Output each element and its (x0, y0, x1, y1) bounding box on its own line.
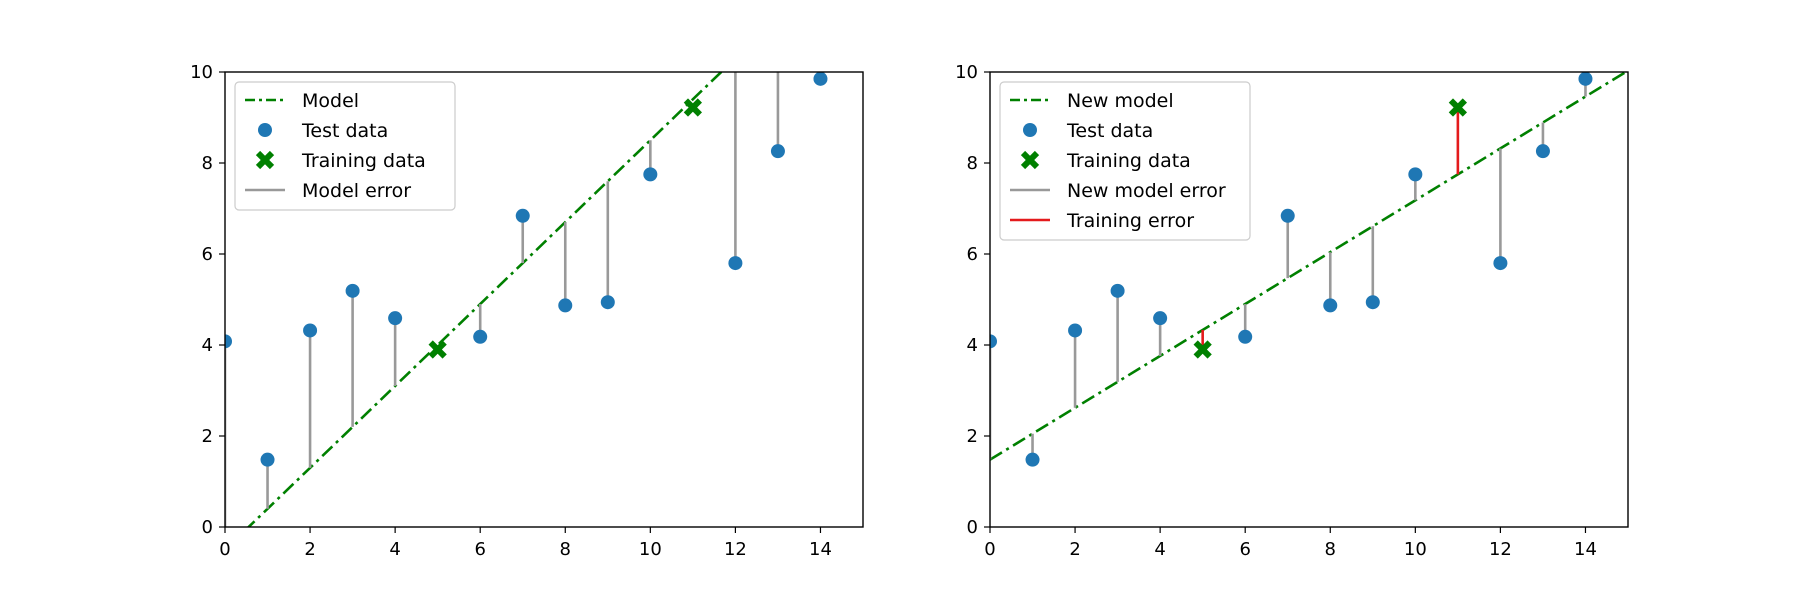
y-tick-label: 10 (955, 62, 978, 83)
test-data-point (515, 208, 530, 223)
y-tick-label: 6 (202, 244, 213, 265)
test-data-point (1365, 295, 1380, 310)
legend-item: Training data (1020, 150, 1191, 172)
model-line (990, 72, 1628, 461)
test-data-point (1408, 167, 1423, 182)
plot-area (225, 72, 828, 527)
training-data-marker (1193, 340, 1212, 359)
legend-training-x-icon (255, 150, 275, 170)
legend: Model Test data Training data Model error (234, 81, 456, 211)
test-data-point (1578, 72, 1593, 86)
test-data-point (388, 311, 403, 326)
x-tick-label: 0 (984, 539, 995, 560)
y-tick-label: 6 (967, 244, 978, 265)
test-data-point (1280, 208, 1295, 223)
y-tick-label: 10 (190, 62, 213, 83)
test-data-point (1535, 144, 1550, 159)
legend: New model Test data Training data New model… (999, 81, 1251, 241)
x-tick-label: 12 (724, 539, 747, 560)
legend-label: Training error (1066, 210, 1194, 232)
legend-label: Model error (302, 180, 411, 202)
training-data-marker (1448, 98, 1467, 117)
x-tick-label: 10 (1404, 539, 1427, 560)
test-data-point (1238, 329, 1253, 344)
legend-box (999, 81, 1251, 241)
test-data-point (813, 72, 828, 86)
legend-item: Model error (245, 180, 411, 202)
legend-label: Model (302, 90, 359, 112)
model-line (246, 72, 724, 527)
legend-label: Test data (301, 120, 388, 142)
y-tick-label: 8 (202, 153, 213, 174)
legend-test-point-icon (258, 123, 272, 137)
x-tick-label: 10 (639, 539, 662, 560)
legend-test-point-icon (1023, 123, 1037, 137)
test-data-point (643, 167, 658, 182)
legend-training-x-icon (1020, 150, 1040, 170)
legend-label: New model (1067, 90, 1174, 112)
chart-panel-left: 0 2 4 6 8 10 12 14 0 2 4 6 8 10 Model Test data Training… (190, 62, 864, 560)
test-data-point (990, 334, 997, 349)
y-tick-label: 8 (967, 153, 978, 174)
x-tick-label: 6 (474, 539, 485, 560)
x-tick-label: 14 (809, 539, 832, 560)
test-data-point (1323, 298, 1338, 313)
legend-item: Model (245, 90, 359, 112)
y-tick-label: 0 (967, 517, 978, 538)
training-data-marker (428, 340, 447, 359)
y-tick-label: 4 (202, 335, 213, 356)
x-tick-label: 14 (1574, 539, 1597, 560)
legend-label: New model error (1067, 180, 1226, 202)
legend-label: Training data (301, 150, 426, 172)
plot-area (990, 72, 1628, 467)
legend-item: Test data (258, 120, 388, 142)
test-data-point (1068, 323, 1083, 338)
y-tick-label: 2 (967, 426, 978, 447)
test-data-point (1025, 452, 1040, 467)
x-tick-label: 4 (1154, 539, 1165, 560)
x-tick-label: 8 (560, 539, 571, 560)
test-data-point (558, 298, 573, 313)
legend-box (234, 81, 456, 211)
x-tick-label: 2 (1069, 539, 1080, 560)
test-data-point (260, 452, 275, 467)
test-data-point (473, 329, 488, 344)
test-data-point (1110, 283, 1125, 298)
x-tick-label: 6 (1239, 539, 1250, 560)
test-data-point (345, 283, 360, 298)
chart-panel-right: 0 2 4 6 8 10 12 14 0 2 4 6 8 10 New model Test data Trai… (955, 62, 1629, 560)
x-tick-label: 0 (219, 539, 230, 560)
legend-label: Test data (1066, 120, 1153, 142)
y-tick-label: 4 (967, 335, 978, 356)
test-data-point (1153, 311, 1168, 326)
training-data-marker (683, 98, 702, 117)
axes-frame (989, 71, 1629, 528)
test-data-point (1493, 256, 1508, 271)
test-data-point (728, 256, 743, 271)
x-tick-label: 4 (389, 539, 400, 560)
x-tick-label: 8 (1325, 539, 1336, 560)
legend-item: Test data (1023, 120, 1153, 142)
test-data-point (600, 295, 615, 310)
legend-item: New model (1010, 90, 1174, 112)
axes-frame (224, 71, 864, 528)
y-tick-label: 2 (202, 426, 213, 447)
legend-item: New model error (1010, 180, 1226, 202)
test-data-point (770, 144, 785, 159)
x-tick-label: 2 (304, 539, 315, 560)
test-data-point (303, 323, 318, 338)
legend-item: Training data (255, 150, 426, 172)
legend-item: Training error (1010, 210, 1194, 232)
test-data-point (225, 334, 232, 349)
y-tick-label: 0 (202, 517, 213, 538)
x-tick-label: 12 (1489, 539, 1512, 560)
legend-label: Training data (1066, 150, 1191, 172)
